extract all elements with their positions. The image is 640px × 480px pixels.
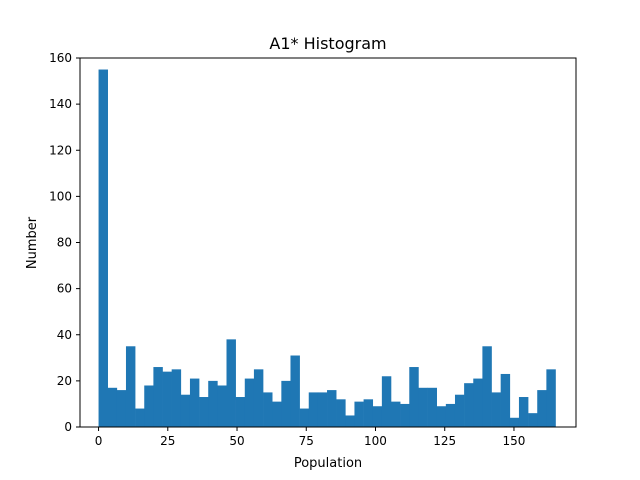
histogram-bar [153, 367, 163, 427]
histogram-bar [144, 385, 154, 427]
y-axis-ticks: 0 20 40 60 80 100 120 140 160 [49, 51, 80, 434]
x-tick-label: 25 [160, 434, 175, 448]
x-tick-label: 125 [433, 434, 456, 448]
histogram-bar [409, 367, 419, 427]
histogram-bar [199, 397, 209, 427]
histogram-bar [427, 387, 437, 427]
histogram-bar [354, 401, 364, 427]
x-tick-label: 75 [299, 434, 314, 448]
histogram-bar [180, 394, 191, 427]
histogram-bar [189, 378, 200, 427]
histogram-bar [308, 392, 319, 427]
histogram-bar [107, 387, 118, 427]
histogram-bar [491, 392, 501, 427]
histogram-bar [217, 385, 227, 427]
histogram-bar [272, 401, 282, 427]
histogram-bar [208, 380, 218, 428]
y-tick-label: 60 [57, 282, 72, 296]
histogram-bar [400, 403, 410, 427]
histogram-bar [518, 397, 529, 427]
histogram-bar [317, 392, 328, 427]
histogram-bar [253, 369, 264, 427]
histogram-bar [391, 401, 401, 427]
y-tick-label: 120 [49, 143, 72, 157]
y-tick-label: 160 [49, 51, 72, 65]
y-tick-label: 0 [64, 420, 72, 434]
x-axis-label: Population [294, 456, 362, 471]
histogram-bar [125, 346, 136, 427]
x-axis-ticks: 0 25 50 75 100 125 150 [95, 427, 526, 448]
histogram-bar [363, 399, 374, 427]
histogram-bar [135, 408, 145, 427]
histogram-bar [418, 387, 428, 427]
histogram-bar [473, 378, 483, 427]
x-tick-label: 100 [364, 434, 387, 448]
x-tick-label: 0 [95, 434, 103, 448]
histogram-bar [482, 346, 492, 427]
histogram-bar [281, 380, 291, 428]
histogram-bar [171, 369, 182, 427]
histogram-bar [244, 378, 255, 427]
histogram-bar [226, 339, 236, 427]
histogram-bar [445, 403, 456, 427]
histogram-bar [263, 392, 273, 427]
histogram-bar [336, 399, 346, 427]
chart-title: A1* Histogram [269, 34, 386, 53]
y-axis-label: Number [25, 216, 40, 269]
y-tick-label: 40 [57, 328, 72, 342]
plot-frame [79, 57, 577, 428]
bars-group [98, 69, 556, 428]
histogram-bar [546, 369, 556, 427]
histogram-bar [299, 408, 310, 427]
histogram-bar [509, 417, 520, 427]
y-tick-label: 100 [49, 189, 72, 203]
y-tick-label: 140 [49, 97, 72, 111]
histogram-bar [235, 397, 246, 427]
histogram-bar [98, 69, 108, 427]
histogram-bar [372, 406, 383, 427]
histogram-bar [381, 376, 392, 427]
histogram-bar [500, 373, 511, 427]
histogram-bar [464, 383, 474, 427]
histogram-bar [345, 415, 355, 427]
y-tick-label: 80 [57, 236, 72, 250]
y-tick-label: 20 [57, 374, 72, 388]
histogram-bar [537, 390, 547, 427]
x-tick-label: 150 [503, 434, 526, 448]
histogram-bar [454, 394, 465, 427]
histogram-bar [436, 406, 447, 427]
x-tick-label: 50 [229, 434, 244, 448]
histogram-bar [327, 390, 337, 427]
histogram-bar [162, 371, 172, 427]
histogram-bar [290, 355, 300, 427]
histogram-bar [116, 390, 127, 427]
histogram-bar [528, 413, 538, 427]
